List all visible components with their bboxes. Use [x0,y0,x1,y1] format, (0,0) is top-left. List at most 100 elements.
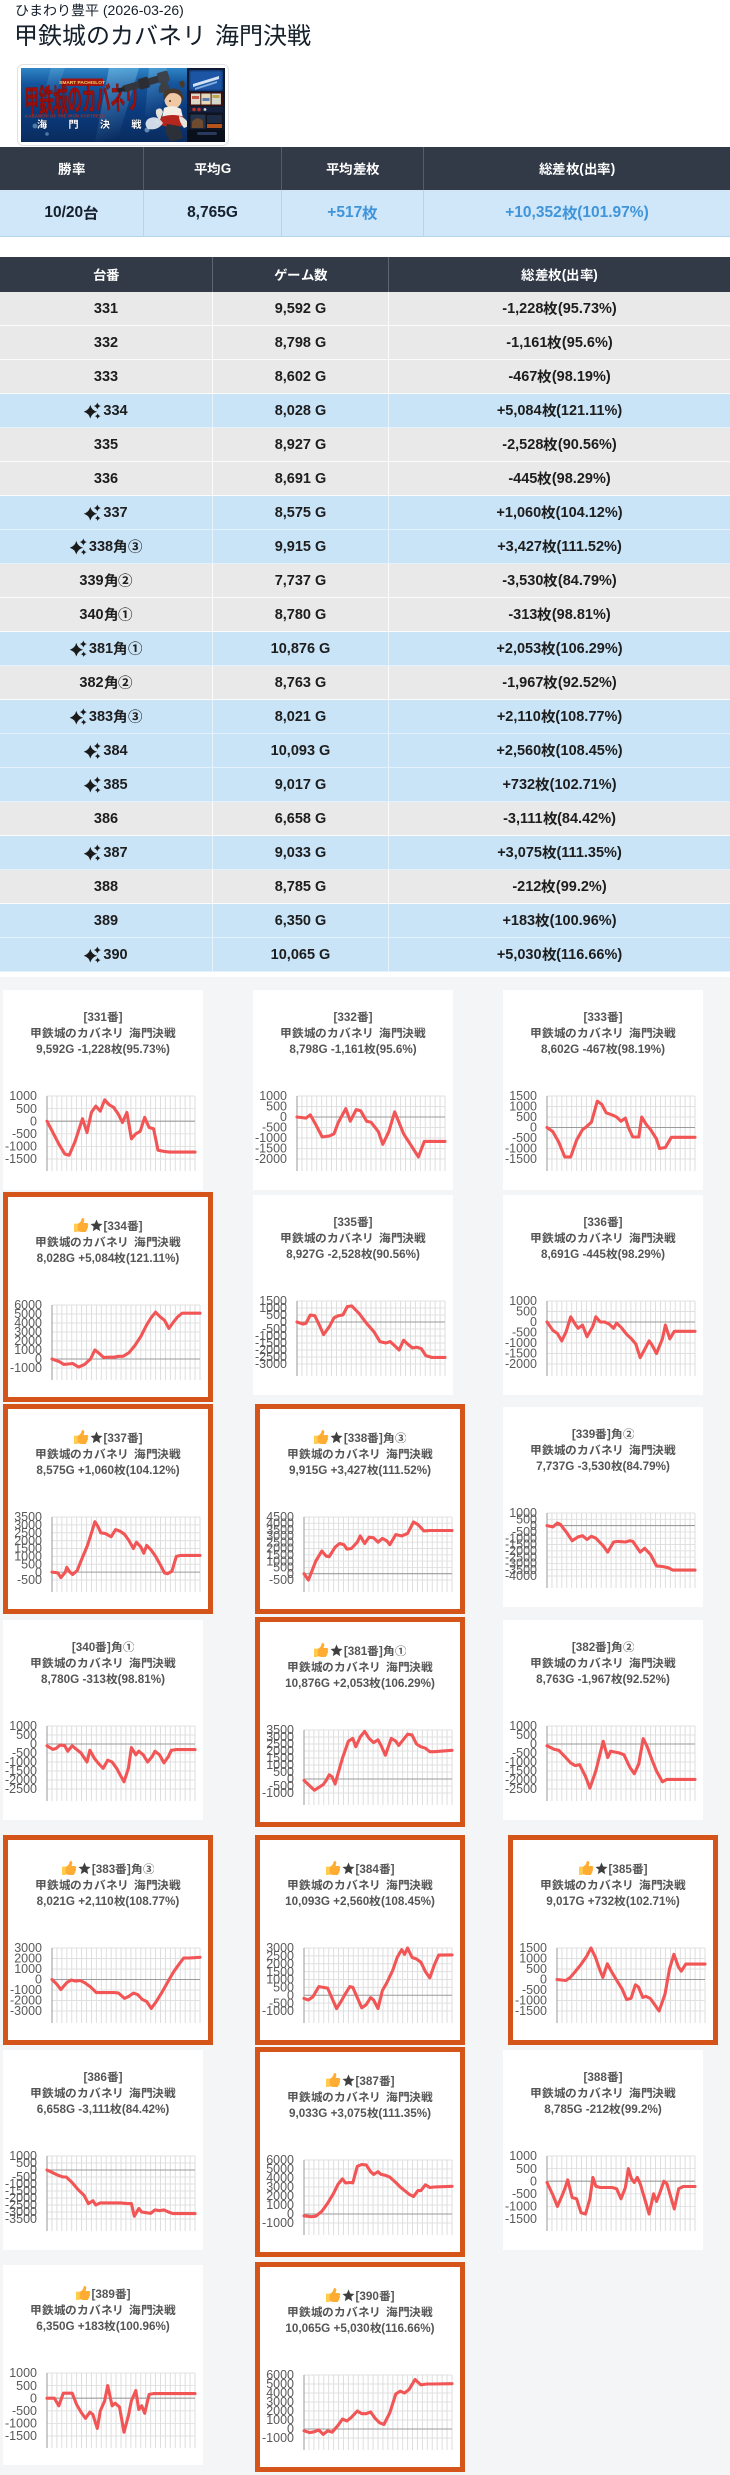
svg-text:0: 0 [530,1737,537,1751]
svg-text:-500: -500 [17,1573,42,1587]
svg-text:-3000: -3000 [505,1557,537,1571]
svg-text:-2000: -2000 [5,2191,37,2205]
svg-text:1000: 1000 [14,1962,42,1976]
svg-text:SMART PACHISLOT: SMART PACHISLOT [59,80,105,86]
svg-text:2000: 2000 [266,2404,294,2418]
svg-text:2000: 2000 [14,1952,42,1966]
svg-text:KABANERI OF THE IRON FORTRESS: KABANERI OF THE IRON FORTRESS [25,114,105,119]
svg-text:0: 0 [30,2391,37,2405]
svg-text:1000: 1000 [266,1758,294,1772]
svg-text:4000: 4000 [14,1316,42,1330]
svg-text:1500: 1500 [14,1542,42,1556]
svg-text:6000: 6000 [266,2153,294,2167]
svg-text:1000: 1000 [14,1343,42,1357]
svg-text:0: 0 [287,2207,294,2221]
svg-text:-2500: -2500 [505,1550,537,1564]
svg-text:0: 0 [35,1565,42,1579]
svg-text:-1500: -1500 [515,2004,547,2018]
svg-text:5000: 5000 [266,2162,294,2176]
svg-text:2500: 2500 [266,1535,294,1549]
svg-text:-2500: -2500 [255,1350,287,1364]
svg-text:500: 500 [516,1110,537,1124]
svg-text:6000: 6000 [266,2368,294,2382]
svg-text:3000: 3000 [266,2180,294,2194]
svg-text:2000: 2000 [14,1334,42,1348]
svg-text:500: 500 [273,1981,294,1995]
svg-text:1500: 1500 [266,1751,294,1765]
svg-text:-1500: -1500 [505,1347,537,1361]
svg-text:3000: 3000 [14,1941,42,1955]
svg-text:-500: -500 [522,1983,547,1997]
svg-text:0: 0 [287,1772,294,1786]
svg-text:500: 500 [16,1102,37,1116]
svg-text:3500: 3500 [14,1510,42,1524]
svg-text:5000: 5000 [266,2377,294,2391]
svg-text:-3500: -3500 [5,2212,37,2226]
svg-text:500: 500 [516,1305,537,1319]
svg-text:-1000: -1000 [262,2004,294,2018]
svg-text:500: 500 [526,1962,547,1976]
svg-text:0: 0 [540,1973,547,1987]
svg-text:-1000: -1000 [10,1361,42,1375]
svg-text:-1500: -1500 [255,1142,287,1156]
svg-text:1500: 1500 [519,1941,547,1955]
svg-text:1000: 1000 [509,1719,537,1733]
svg-text:1500: 1500 [266,1548,294,1562]
svg-text:1000: 1000 [509,1100,537,1114]
svg-text:-1000: -1000 [5,2177,37,2191]
svg-text:-3500: -3500 [505,1563,537,1577]
svg-text:-1000: -1000 [262,2216,294,2230]
svg-text:1500: 1500 [266,1965,294,1979]
svg-text:-500: -500 [512,1525,537,1539]
svg-text:500: 500 [266,1100,287,1114]
svg-text:-1000: -1000 [262,1786,294,1800]
svg-text:-500: -500 [512,2187,537,2201]
svg-text:-1000: -1000 [505,1142,537,1156]
svg-text:-2000: -2000 [505,1773,537,1787]
svg-text:-500: -500 [262,1322,287,1336]
svg-text:-500: -500 [512,1326,537,1340]
svg-text:-2000: -2000 [505,1357,537,1371]
svg-text:-2500: -2500 [5,2198,37,2212]
svg-text:1000: 1000 [259,1089,287,1103]
svg-text:-2000: -2000 [255,1343,287,1357]
svg-text:-1000: -1000 [5,1140,37,1154]
svg-text:6000: 6000 [14,1298,42,1312]
svg-text:-1500: -1500 [255,1336,287,1350]
svg-text:-2000: -2000 [255,1152,287,1166]
svg-text:-500: -500 [12,2404,37,2418]
svg-text:1000: 1000 [259,1301,287,1315]
svg-text:500: 500 [21,1557,42,1571]
svg-text:-3000: -3000 [5,2205,37,2219]
svg-text:2000: 2000 [266,2189,294,2203]
svg-text:-500: -500 [262,1121,287,1135]
svg-text:-1000: -1000 [255,1131,287,1145]
svg-text:0: 0 [287,2422,294,2436]
svg-text:-1500: -1500 [5,2429,37,2443]
svg-text:3500: 3500 [266,1523,294,1537]
svg-text:-2500: -2500 [5,1782,37,1796]
svg-text:-1500: -1500 [505,1152,537,1166]
svg-text:1000: 1000 [9,1719,37,1733]
svg-text:-1500: -1500 [5,1764,37,1778]
svg-text:0: 0 [287,1988,294,2002]
svg-text:0: 0 [530,1121,537,1135]
svg-text:-500: -500 [512,1131,537,1145]
svg-text:-2000: -2000 [5,1773,37,1787]
svg-text:1500: 1500 [509,1089,537,1103]
svg-text:4000: 4000 [266,1517,294,1531]
svg-text:2000: 2000 [266,1744,294,1758]
svg-text:1500: 1500 [259,1294,287,1308]
svg-text:1000: 1000 [9,2149,37,2163]
svg-text:0: 0 [30,2163,37,2177]
svg-text:500: 500 [16,2156,37,2170]
svg-text:0: 0 [280,1110,287,1124]
svg-text:-500: -500 [269,1573,294,1587]
svg-text:0: 0 [30,1114,37,1128]
svg-text:1000: 1000 [519,1952,547,1966]
svg-text:1000: 1000 [266,1554,294,1568]
svg-text:500: 500 [516,1513,537,1527]
svg-text:2500: 2500 [14,1526,42,1540]
svg-text:500: 500 [266,1308,287,1322]
svg-text:-1500: -1500 [505,1764,537,1778]
